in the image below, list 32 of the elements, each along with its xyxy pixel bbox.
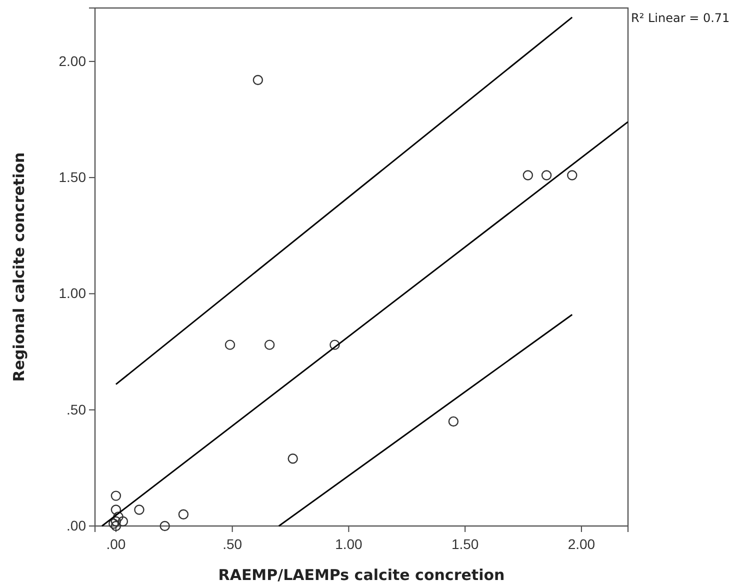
point: [224, 340, 236, 350]
y-axis-title: Regional calcite concretion: [10, 152, 28, 382]
point: [567, 170, 578, 180]
point: [108, 518, 119, 529]
point: [110, 516, 122, 526]
point: [522, 170, 534, 180]
y-tick-label: .00: [66, 517, 86, 534]
y-tick-label: .50: [66, 401, 86, 418]
point: [110, 490, 122, 501]
point: [110, 504, 122, 515]
point: [134, 504, 144, 515]
point: [110, 520, 122, 532]
point: [252, 74, 264, 86]
point: [541, 170, 552, 180]
x-tick-label: 2.00: [568, 536, 596, 552]
x-tick-label: .50: [222, 536, 242, 552]
point: [288, 454, 298, 464]
point: [113, 512, 124, 522]
x-tick-label: 1.50: [451, 536, 479, 552]
point: [330, 340, 340, 350]
y-tick-label: 2.00: [58, 52, 86, 69]
y-tick-label: 1.50: [58, 169, 86, 186]
point: [118, 516, 128, 526]
x-tick-label: .00: [106, 536, 126, 552]
point: [160, 520, 170, 532]
point: [448, 416, 459, 427]
point: [264, 340, 275, 350]
x-axis-title: RAEMP/LAEMPs calcite concretion: [218, 566, 505, 584]
x-tick-label: 1.00: [335, 536, 363, 552]
y-tick-label: 1.00: [58, 285, 86, 302]
point: [178, 509, 189, 520]
text: R² Linear = 0.71: [631, 11, 730, 25]
